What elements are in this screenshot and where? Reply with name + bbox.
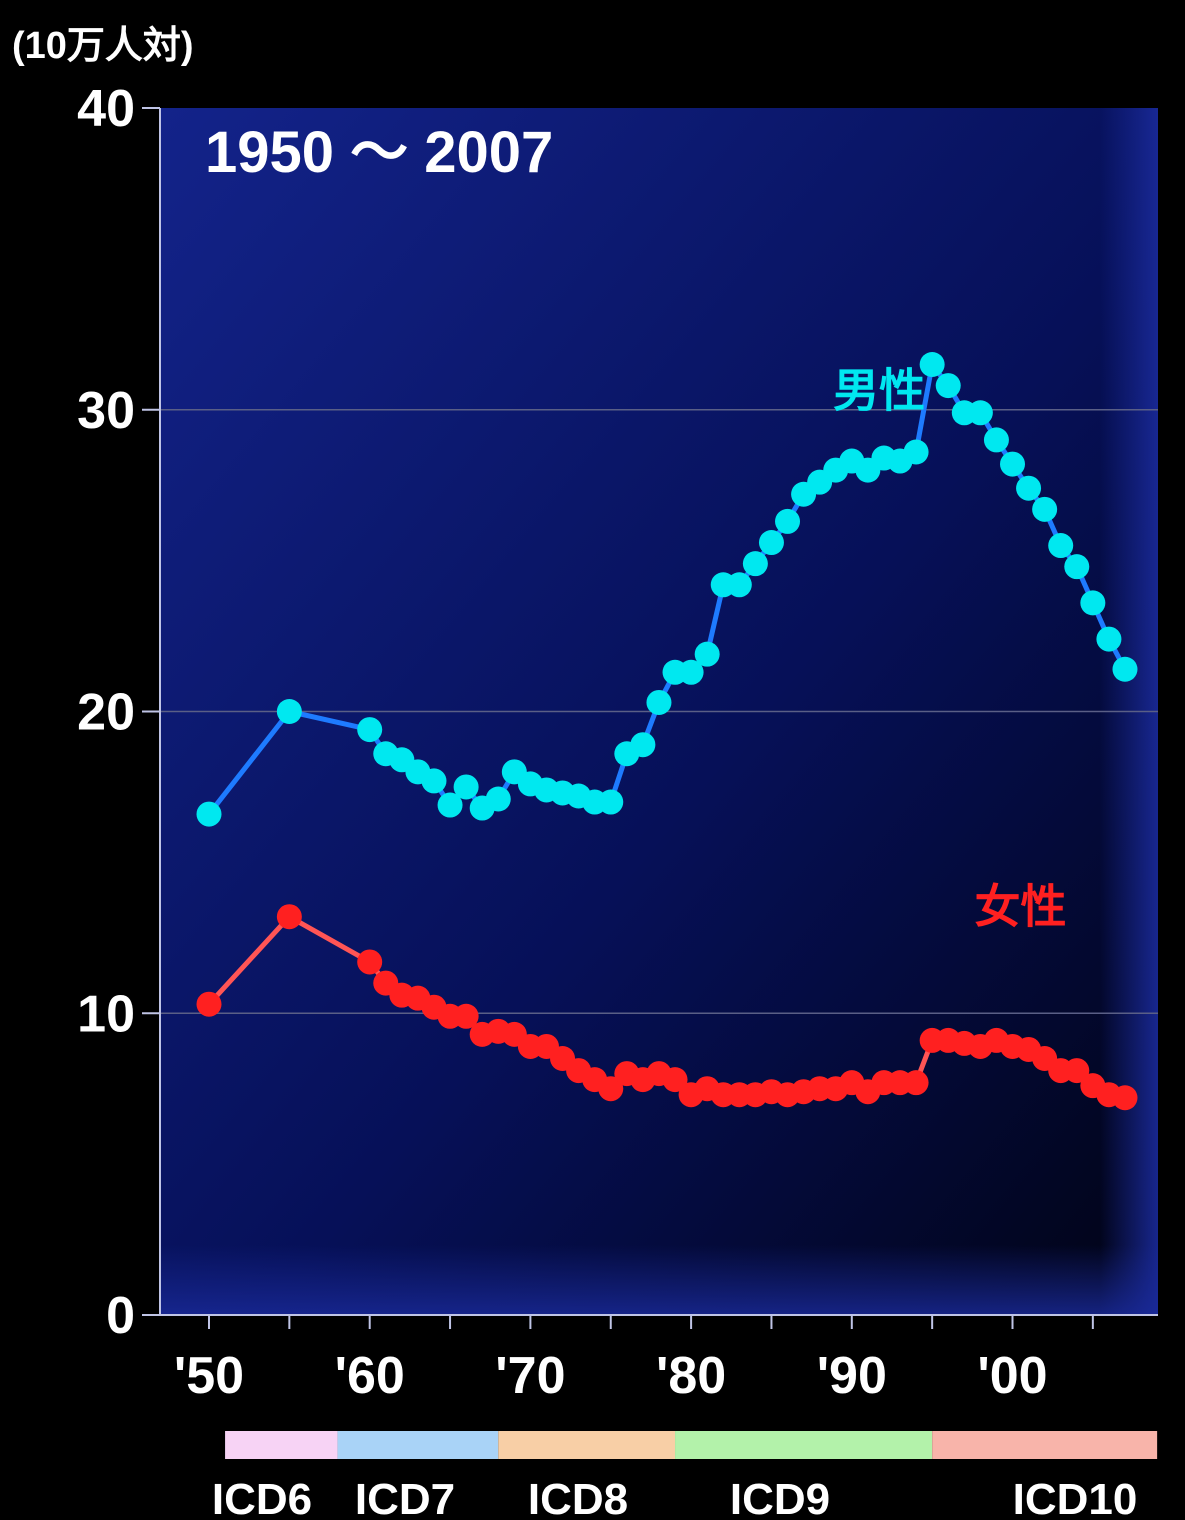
y-axis-label: (10万人対) <box>12 25 194 67</box>
chart-title: 1950 ～ 2007 <box>205 120 553 185</box>
icd-band <box>225 1431 338 1459</box>
x-tick-label: '60 <box>335 1347 405 1405</box>
data-point <box>1064 1058 1090 1084</box>
data-point <box>775 508 801 534</box>
data-point <box>903 439 929 465</box>
data-point <box>919 351 945 377</box>
data-point <box>276 699 302 724</box>
series-layer <box>196 351 1138 1111</box>
data-point <box>935 373 961 399</box>
data-point <box>1000 451 1025 477</box>
icd-band <box>675 1431 933 1459</box>
data-point <box>485 786 511 812</box>
x-tick-label: '80 <box>656 1347 726 1405</box>
x-tick-label: '90 <box>817 1347 887 1405</box>
data-point <box>726 572 752 598</box>
data-point <box>694 641 720 667</box>
icd-label: ICD8 <box>528 1475 628 1520</box>
icd-bands: ICD6 ICD7 ICD8 ICD9 ICD10 <box>212 1431 1158 1520</box>
data-point <box>196 991 222 1017</box>
y-tick-label: 40 <box>77 80 135 138</box>
y-axis-ticks: 0 10 20 30 40 <box>77 80 160 1345</box>
data-point <box>1016 475 1042 501</box>
plot-edge-glow-bottom <box>160 1245 1158 1315</box>
series-female <box>196 904 1138 1111</box>
series-label: 女性 <box>975 881 1067 933</box>
data-point <box>646 689 672 715</box>
data-point <box>196 801 222 827</box>
y-tick-label: 30 <box>77 382 135 440</box>
icd-band <box>932 1431 1158 1459</box>
data-point <box>421 768 447 794</box>
data-point <box>967 400 993 426</box>
data-point <box>453 774 479 800</box>
series-male <box>196 351 1138 827</box>
data-point <box>1064 554 1090 580</box>
x-tick-label: '70 <box>495 1347 565 1405</box>
data-point <box>742 551 768 577</box>
data-point <box>1048 533 1074 559</box>
data-point <box>437 792 463 818</box>
icd-band <box>498 1431 676 1459</box>
icd-label: ICD9 <box>730 1475 830 1520</box>
data-point <box>1112 656 1138 682</box>
data-point <box>1080 590 1106 616</box>
icd-band <box>337 1431 499 1459</box>
data-point <box>630 732 656 758</box>
data-point <box>1096 626 1122 652</box>
data-point <box>662 1067 688 1093</box>
y-tick-label: 20 <box>77 684 135 742</box>
y-tick-label: 10 <box>77 985 135 1043</box>
data-point <box>1112 1085 1138 1111</box>
series-label: 男性 <box>833 365 925 417</box>
icd-label: ICD6 <box>212 1475 312 1520</box>
data-point <box>357 717 383 743</box>
x-tick-label: '50 <box>174 1347 244 1405</box>
data-point <box>903 1070 929 1096</box>
data-point <box>453 1003 479 1029</box>
data-point <box>678 659 704 685</box>
x-axis-ticks: '50 '60 '70 '80 '90 '00 <box>174 1315 1094 1405</box>
icd-label: ICD10 <box>1013 1475 1138 1520</box>
data-point <box>983 427 1009 453</box>
y-tick-label: 0 <box>106 1287 135 1345</box>
icd-label: ICD7 <box>355 1475 455 1520</box>
data-point <box>1032 496 1058 522</box>
data-point <box>357 949 383 975</box>
data-point <box>758 530 784 556</box>
data-point <box>598 1076 624 1102</box>
x-tick-label: '00 <box>977 1347 1047 1405</box>
data-point <box>276 904 302 930</box>
data-point <box>598 789 624 815</box>
